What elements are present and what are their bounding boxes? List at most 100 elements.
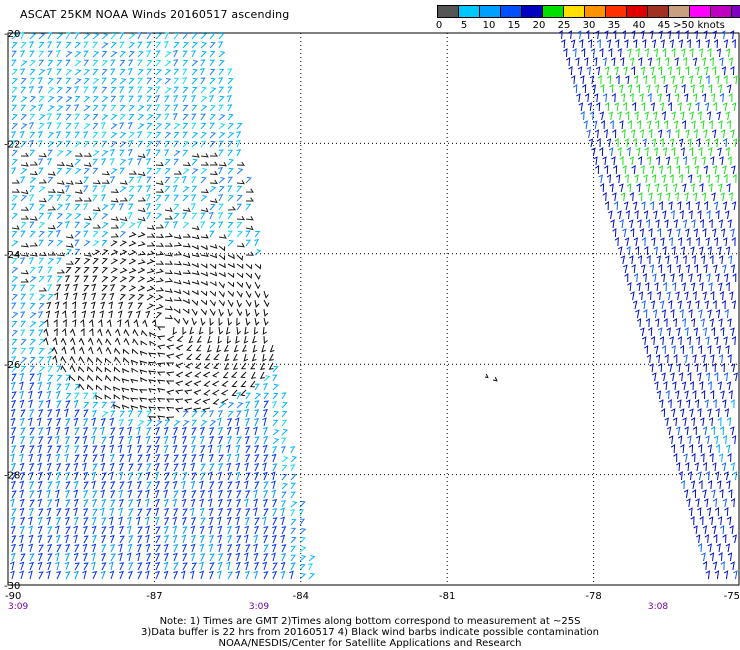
wind-barb [272, 401, 277, 409]
wind-barb [11, 276, 19, 283]
wind-barb [148, 379, 157, 384]
wind-barb [62, 309, 67, 319]
wind-barb [651, 237, 656, 247]
wind-barb [633, 75, 639, 85]
wind-barb [182, 32, 189, 40]
wind-barb [19, 489, 25, 499]
wind-barb [29, 463, 35, 472]
wind-barb [693, 30, 699, 40]
wind-barb [227, 418, 233, 427]
wind-barb [681, 84, 686, 94]
wind-barb [38, 544, 44, 553]
wind-barb [99, 310, 104, 319]
wind-barb [128, 59, 134, 67]
wind-barb [146, 86, 154, 94]
wind-barb [165, 416, 175, 421]
wind-barb [182, 544, 188, 553]
wind-barb [47, 239, 54, 247]
wind-barb [688, 75, 694, 85]
wind-barb [245, 570, 250, 580]
wind-barb [109, 292, 115, 301]
wind-barb [173, 41, 180, 49]
wind-barb [260, 362, 265, 370]
wind-barb [157, 379, 166, 384]
wind-barb [101, 249, 109, 256]
wind-barb [182, 168, 190, 175]
wind-barb [92, 490, 98, 499]
wind-barb [110, 188, 119, 193]
wind-barb [657, 192, 662, 202]
wind-barb [662, 246, 667, 256]
wind-barb [724, 471, 729, 481]
wind-barb [121, 404, 130, 410]
wind-barb [11, 373, 17, 382]
wind-barb [128, 258, 137, 265]
wind-barb [250, 362, 256, 370]
wind-barb [110, 141, 118, 148]
wind-barb [206, 344, 212, 353]
wind-barb [254, 517, 260, 526]
wind-barb [663, 120, 669, 130]
wind-barb [83, 418, 89, 427]
wind-barb [115, 328, 121, 337]
wind-barb [236, 272, 244, 279]
wind-barb [29, 161, 38, 166]
wind-barb [164, 517, 170, 526]
wind-barb [181, 480, 186, 490]
wind-barb [671, 111, 676, 121]
wind-barb [164, 32, 170, 40]
wind-barb [217, 498, 223, 508]
wind-barb [20, 284, 26, 292]
wind-barb [54, 552, 60, 562]
wind-barb [261, 344, 266, 353]
wind-barb [20, 320, 27, 328]
wind-barb [83, 409, 89, 418]
wind-barb [155, 242, 164, 247]
wind-barb [631, 264, 636, 274]
wind-barb [28, 453, 34, 463]
wind-barb [281, 544, 287, 553]
wind-barb [208, 471, 213, 481]
wind-barb [186, 344, 193, 352]
wind-barb [218, 272, 226, 278]
wind-barb [100, 426, 105, 436]
wind-barb [137, 454, 143, 463]
wind-barb [218, 140, 224, 148]
wind-barb [663, 84, 668, 94]
wind-barb [157, 387, 166, 393]
wind-barb [128, 86, 134, 94]
wind-barb [245, 417, 250, 427]
wind-barb [724, 408, 730, 418]
wind-barb [119, 535, 125, 544]
wind-barb [47, 258, 55, 265]
wind-barb [119, 167, 125, 175]
wind-barb [172, 480, 178, 490]
wind-barb [89, 327, 94, 337]
wind-barb [155, 260, 164, 265]
wind-barb [233, 344, 239, 353]
wind-barb [146, 285, 155, 292]
wind-barb [164, 252, 173, 257]
wind-barb [155, 194, 162, 202]
wind-barb [109, 507, 115, 517]
wind-barb [272, 463, 278, 472]
wind-barb [709, 57, 714, 67]
wind-barb [245, 203, 252, 211]
wind-barb [236, 508, 242, 517]
wind-barb [614, 102, 619, 112]
wind-barb [563, 48, 568, 58]
wind-barb [218, 308, 224, 317]
wind-barb [212, 371, 220, 378]
wind-barb [137, 185, 143, 193]
wind-barb [47, 293, 54, 301]
wind-barb [191, 32, 198, 40]
wind-barb [200, 77, 206, 85]
wind-barb [727, 318, 732, 328]
wind-barb [676, 228, 681, 238]
wind-barb [220, 389, 229, 396]
wind-barb [11, 445, 17, 454]
wind-barb [122, 368, 130, 373]
wind-barb [630, 129, 636, 139]
wind-barb [191, 132, 199, 139]
wind-barb [654, 282, 659, 292]
